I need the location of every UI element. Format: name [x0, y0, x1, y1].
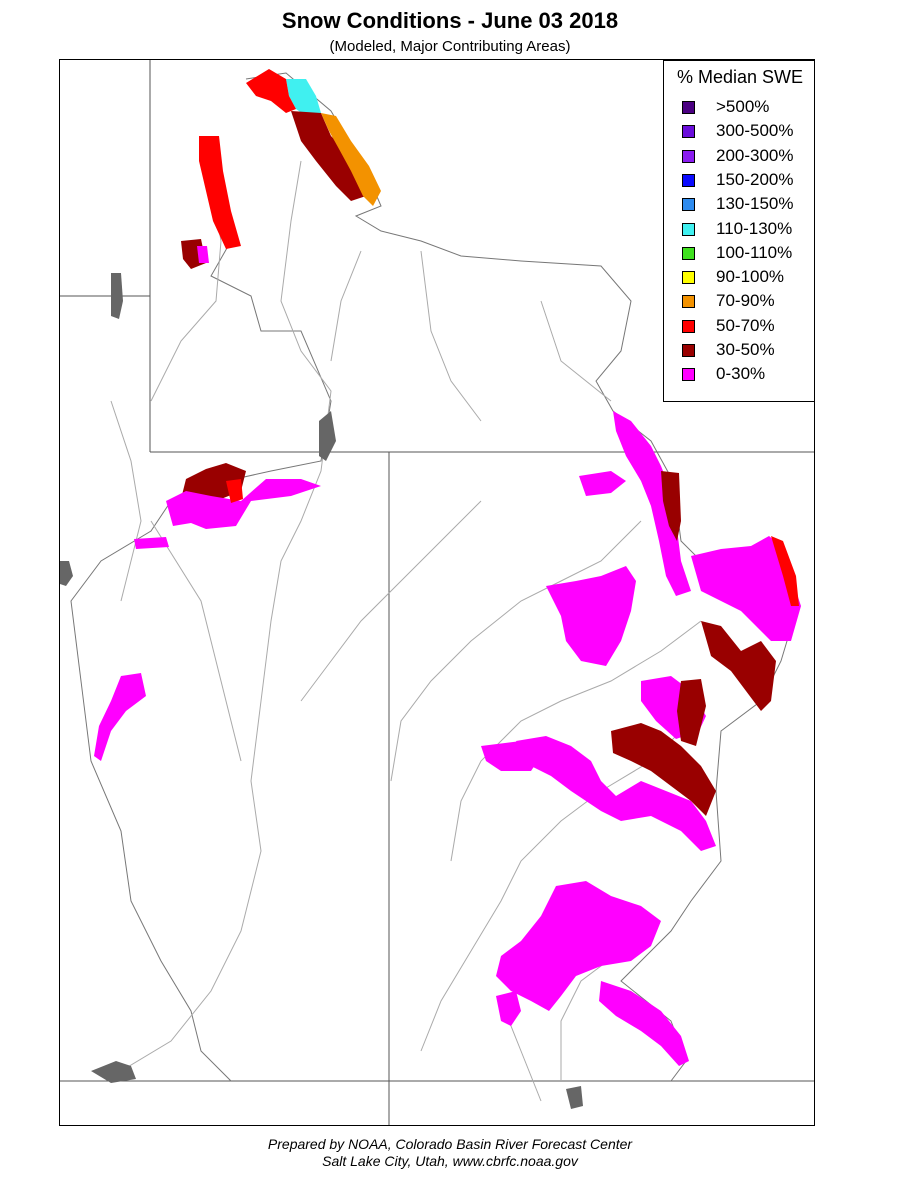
credit-line-1: Prepared by NOAA, Colorado Basin River F…: [267, 1136, 633, 1152]
legend-swatch: [682, 101, 695, 114]
snow-area-30-50-front-range: [701, 621, 776, 711]
legend-label: 50-70%: [716, 315, 775, 335]
snow-area-0-30-uintas: [166, 479, 321, 529]
legend-label: 100-110%: [716, 242, 793, 262]
snow-area-50-70-uintas: [226, 479, 243, 503]
legend-label: >500%: [716, 97, 770, 116]
snow-area-0-30-san-juans: [516, 736, 716, 851]
legend-swatch: [682, 344, 695, 357]
reservoirs: [60, 273, 583, 1109]
navajo-reservoir: [566, 1086, 583, 1109]
basin-map: [60, 60, 814, 1125]
snow-area-0-30-front-range: [691, 536, 801, 641]
snow-area-0-30-grand-mesa: [481, 741, 541, 771]
legend-swatch: [682, 198, 695, 212]
legend-swatch: [682, 319, 695, 333]
great-salt-lake-edge: [60, 561, 73, 586]
map-title: Snow Conditions - June 03 2018: [281, 8, 619, 33]
snow-area-50-70-west: [199, 136, 241, 249]
credit: Prepared by NOAA, Colorado Basin River F…: [0, 1136, 900, 1170]
snow-area-110-130: [286, 79, 321, 116]
legend-label: 200-300%: [716, 145, 794, 165]
snow-area-0-30-park-range: [613, 411, 691, 596]
legend-label: 300-500%: [716, 121, 794, 141]
snow-area-0-30-central-utah: [94, 673, 146, 761]
snow-area-0-30-north-park: [579, 471, 626, 496]
snow-area-0-30-sangre: [599, 981, 689, 1066]
state-boundaries: [60, 60, 814, 1125]
legend-swatch: [682, 368, 695, 382]
bear-lake: [111, 273, 123, 319]
legend-label: 110-130%: [716, 218, 793, 238]
legend: % Median SWE >500% 300-500% 200-300% 150-20…: [663, 60, 815, 402]
legend-label: 70-90%: [716, 291, 775, 311]
flaming-gorge: [319, 411, 336, 461]
snow-area-50-70-north: [246, 69, 296, 113]
legend-swatch: [682, 125, 695, 139]
legend-label: 150-200%: [716, 169, 794, 189]
snow-area-70-90: [321, 113, 381, 206]
legend-swatch: [682, 173, 695, 187]
credit-line-2: Salt Lake City, Utah, www.cbrfc.noaa.gov: [322, 1153, 578, 1169]
snow-area-0-30-la-plata: [496, 991, 521, 1026]
legend-title: % Median SWE: [676, 67, 804, 87]
snow-area-30-50-san-juans: [611, 723, 716, 816]
legend-label: 90-100%: [716, 267, 785, 287]
legend-swatch: [682, 271, 695, 285]
snow-area-0-30-southern-san-juans: [496, 881, 661, 1011]
legend-swatch: [682, 149, 695, 163]
snow-area-30-50-north: [291, 111, 366, 201]
snow-area-0-30-west: [197, 246, 209, 263]
legend-swatch: [682, 246, 695, 260]
legend-label: 130-150%: [716, 194, 794, 214]
snow-area-30-50-sawatch: [677, 679, 706, 746]
legend-swatch: [682, 222, 695, 236]
legend-swatch: [682, 295, 695, 309]
snow-area-50-70-front-range: [771, 536, 799, 606]
legend-label: 30-50%: [716, 340, 775, 359]
snow-area-0-30-wasatch: [134, 537, 169, 549]
snow-area-30-50-park-range: [661, 471, 681, 541]
legend-label: 0-30%: [716, 364, 766, 384]
snow-area-0-30-gore-range: [546, 566, 636, 666]
lake-powell: [91, 1061, 136, 1083]
snow-areas: [94, 69, 801, 1066]
map-subtitle: (Modeled, Major Contributing Areas): [329, 38, 571, 55]
